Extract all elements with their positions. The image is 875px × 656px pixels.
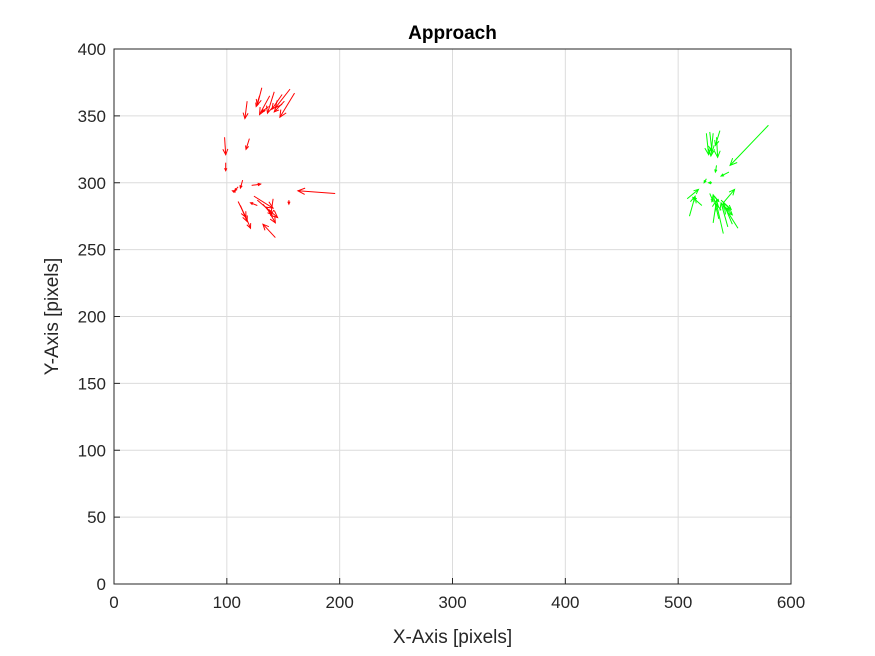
- vector-arrow: [296, 187, 336, 195]
- vector-arrow: [287, 200, 291, 206]
- chart-title: Approach: [408, 23, 497, 44]
- vector-field: [222, 87, 769, 238]
- vector-arrow: [707, 133, 716, 158]
- vector-arrow: [244, 214, 252, 230]
- vector-arrow: [266, 91, 275, 115]
- vector-arrow: [729, 124, 769, 167]
- vector-arrow: [239, 179, 244, 190]
- x-tick-label: 500: [664, 593, 692, 612]
- vector-arrow: [262, 223, 276, 238]
- vector-arrow: [723, 205, 739, 229]
- vector-arrow: [231, 190, 237, 194]
- x-tick-label: 300: [438, 593, 466, 612]
- vector-arrow: [724, 206, 734, 216]
- vector-arrow: [253, 195, 275, 209]
- y-tick-label: 100: [78, 441, 106, 460]
- vector-arrow: [260, 106, 269, 113]
- vector-arrow: [222, 137, 229, 156]
- x-tick-label: 200: [325, 593, 353, 612]
- vector-arrow: [719, 171, 730, 177]
- y-tick-label: 200: [78, 308, 106, 327]
- vector-arrow: [239, 205, 248, 223]
- x-tick-label: 400: [551, 593, 579, 612]
- vector-arrow: [691, 196, 703, 206]
- y-tick-label: 300: [78, 174, 106, 193]
- vector-arrow: [233, 186, 239, 192]
- y-tick-label: 0: [97, 575, 106, 594]
- vector-arrow: [711, 198, 720, 223]
- ticks: 0 100 200 300 400 500 600 0 50 100 150 200 250 300 350…: [78, 40, 806, 612]
- x-tick-label: 100: [213, 593, 241, 612]
- vector-arrow: [268, 198, 275, 217]
- vector-arrow: [722, 188, 736, 204]
- vector-arrow: [224, 162, 228, 172]
- vector-series-0: [222, 87, 336, 238]
- y-tick-label: 50: [87, 508, 106, 527]
- vector-series-1: [686, 124, 769, 234]
- vector-arrow: [251, 182, 262, 187]
- vector-arrow: [245, 138, 250, 151]
- x-axis-label: X-Axis [pixels]: [393, 627, 512, 648]
- vector-arrow: [273, 100, 285, 113]
- y-tick-label: 400: [78, 40, 106, 59]
- y-tick-label: 250: [78, 241, 106, 260]
- x-tick-label: 600: [777, 593, 805, 612]
- vector-arrow: [714, 165, 718, 174]
- vector-arrow: [686, 188, 700, 200]
- vector-arrow: [714, 130, 721, 147]
- grid-lines: [113, 48, 792, 585]
- vector-arrow: [713, 137, 721, 159]
- y-tick-label: 350: [78, 107, 106, 126]
- vector-arrow: [707, 181, 713, 185]
- vector-arrow: [720, 199, 733, 211]
- x-tick-label: 0: [109, 593, 118, 612]
- vector-arrow: [703, 178, 707, 184]
- vector-arrow: [255, 95, 261, 108]
- y-axis-label: Y-Axis [pixels]: [42, 258, 63, 376]
- y-tick-label: 150: [78, 374, 106, 393]
- vector-arrow: [249, 202, 258, 206]
- vector-arrow: [242, 101, 249, 120]
- vector-arrow: [279, 92, 295, 119]
